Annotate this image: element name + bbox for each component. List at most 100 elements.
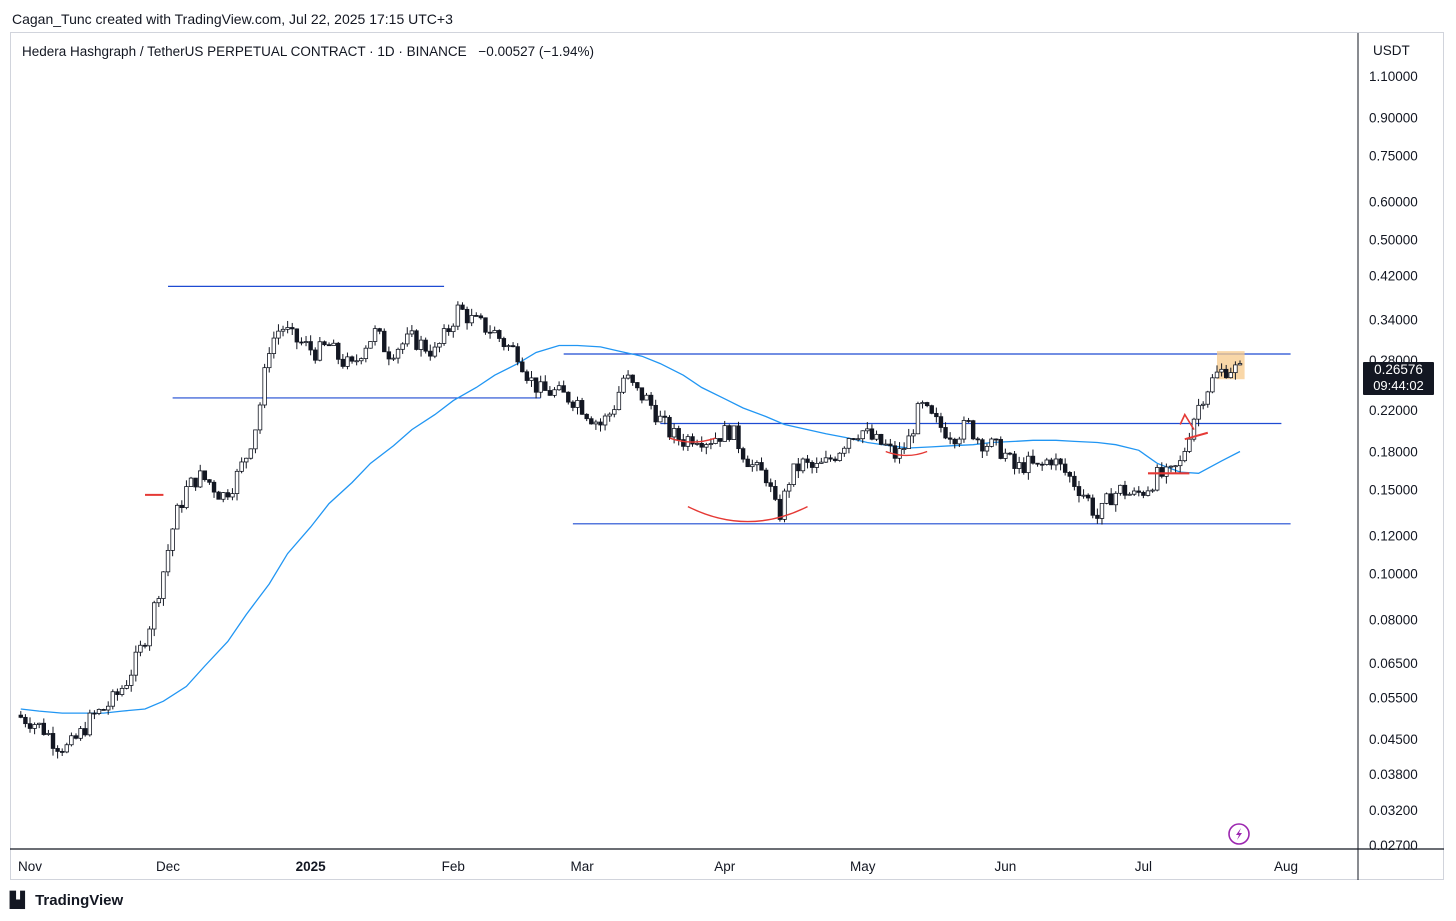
last-price-value: 0.26576 xyxy=(1374,362,1423,377)
candle xyxy=(957,436,962,447)
candle-body xyxy=(50,733,56,749)
price-tick-label: 0.90000 xyxy=(1369,111,1418,126)
candle xyxy=(1085,493,1091,502)
candle xyxy=(952,437,957,449)
candle xyxy=(593,419,599,430)
price-tick-label: 0.60000 xyxy=(1369,195,1418,210)
currency-label: USDT xyxy=(1373,43,1410,58)
candle-body xyxy=(1168,465,1174,468)
candle-body xyxy=(851,438,856,440)
candle xyxy=(244,457,249,469)
candle-body xyxy=(763,469,769,484)
candle-body xyxy=(119,687,125,695)
candle-body xyxy=(175,504,180,530)
candle xyxy=(625,370,631,380)
candle-body xyxy=(865,428,870,432)
candle-body xyxy=(87,712,93,736)
candle xyxy=(773,480,778,502)
candle-body xyxy=(455,304,461,327)
candle-body xyxy=(970,420,976,440)
candle xyxy=(1150,488,1155,493)
candle xyxy=(377,327,382,335)
candle xyxy=(929,404,934,415)
pennant-mark xyxy=(1179,412,1195,431)
candle-body xyxy=(271,337,277,354)
candle-body xyxy=(1021,462,1026,474)
candle xyxy=(1237,360,1243,366)
candle-body xyxy=(832,458,838,461)
candle-body xyxy=(101,709,106,711)
candle xyxy=(179,500,185,513)
candle xyxy=(809,460,815,474)
candle xyxy=(805,454,810,469)
candle xyxy=(414,329,419,351)
candle xyxy=(441,324,447,346)
price-tick-label: 0.04500 xyxy=(1369,732,1418,747)
candle-body xyxy=(598,421,603,426)
candle xyxy=(1233,361,1238,380)
candle-body xyxy=(322,341,327,346)
candle xyxy=(869,424,875,441)
candle xyxy=(1182,447,1187,463)
candle xyxy=(267,347,272,373)
candle-body xyxy=(837,452,842,461)
candle xyxy=(1205,390,1210,408)
candle-body xyxy=(1177,460,1183,467)
candle xyxy=(998,436,1003,460)
candle xyxy=(92,710,97,720)
candle xyxy=(906,428,911,449)
candle-body xyxy=(529,377,534,381)
candle-body xyxy=(524,371,530,381)
candle-body xyxy=(759,462,764,471)
candle xyxy=(791,463,796,487)
candle-body xyxy=(487,331,493,334)
candle xyxy=(828,454,833,462)
candle-body xyxy=(1205,391,1210,405)
candle-body xyxy=(538,381,543,393)
candle xyxy=(579,397,585,415)
candle-body xyxy=(510,345,516,348)
candle-body xyxy=(653,404,658,423)
candle-body xyxy=(1136,490,1141,493)
candle xyxy=(506,344,511,351)
candle-body xyxy=(938,416,944,428)
candle-body xyxy=(253,429,258,450)
candle xyxy=(1062,458,1068,476)
candle xyxy=(846,437,852,454)
candle xyxy=(308,335,313,356)
candle-body xyxy=(193,477,198,488)
candle xyxy=(437,342,442,353)
candle xyxy=(1044,457,1049,466)
candle-body xyxy=(1007,452,1013,455)
candle xyxy=(32,722,37,735)
candle-body xyxy=(690,436,695,445)
candle-body xyxy=(64,744,70,753)
candle xyxy=(50,726,56,756)
price-tick-label: 1.10000 xyxy=(1369,69,1418,84)
time-tick-label: Aug xyxy=(1274,859,1298,874)
candle-body xyxy=(740,448,746,460)
candle xyxy=(865,422,870,434)
candle-body xyxy=(1053,458,1059,466)
brand-name: TradingView xyxy=(35,891,124,909)
candle-body xyxy=(1173,465,1178,468)
candle xyxy=(492,326,497,334)
candle-body xyxy=(589,418,594,425)
footer-brand[interactable]: ▙▍ TradingView xyxy=(10,891,124,910)
candle-body xyxy=(317,341,323,361)
candle-body xyxy=(267,353,272,369)
candle-body xyxy=(662,415,668,418)
candle xyxy=(1026,451,1031,480)
time-tick-label: Apr xyxy=(714,859,736,874)
pattern-annotations xyxy=(145,412,1250,845)
candle-body xyxy=(92,712,97,715)
candle-body xyxy=(644,394,649,401)
candle xyxy=(46,729,51,736)
candle-body xyxy=(915,403,921,435)
candle-body xyxy=(147,628,152,647)
candle xyxy=(271,331,277,359)
candle-body xyxy=(349,356,355,362)
candle-body xyxy=(106,705,111,711)
candle-body xyxy=(1067,472,1072,477)
